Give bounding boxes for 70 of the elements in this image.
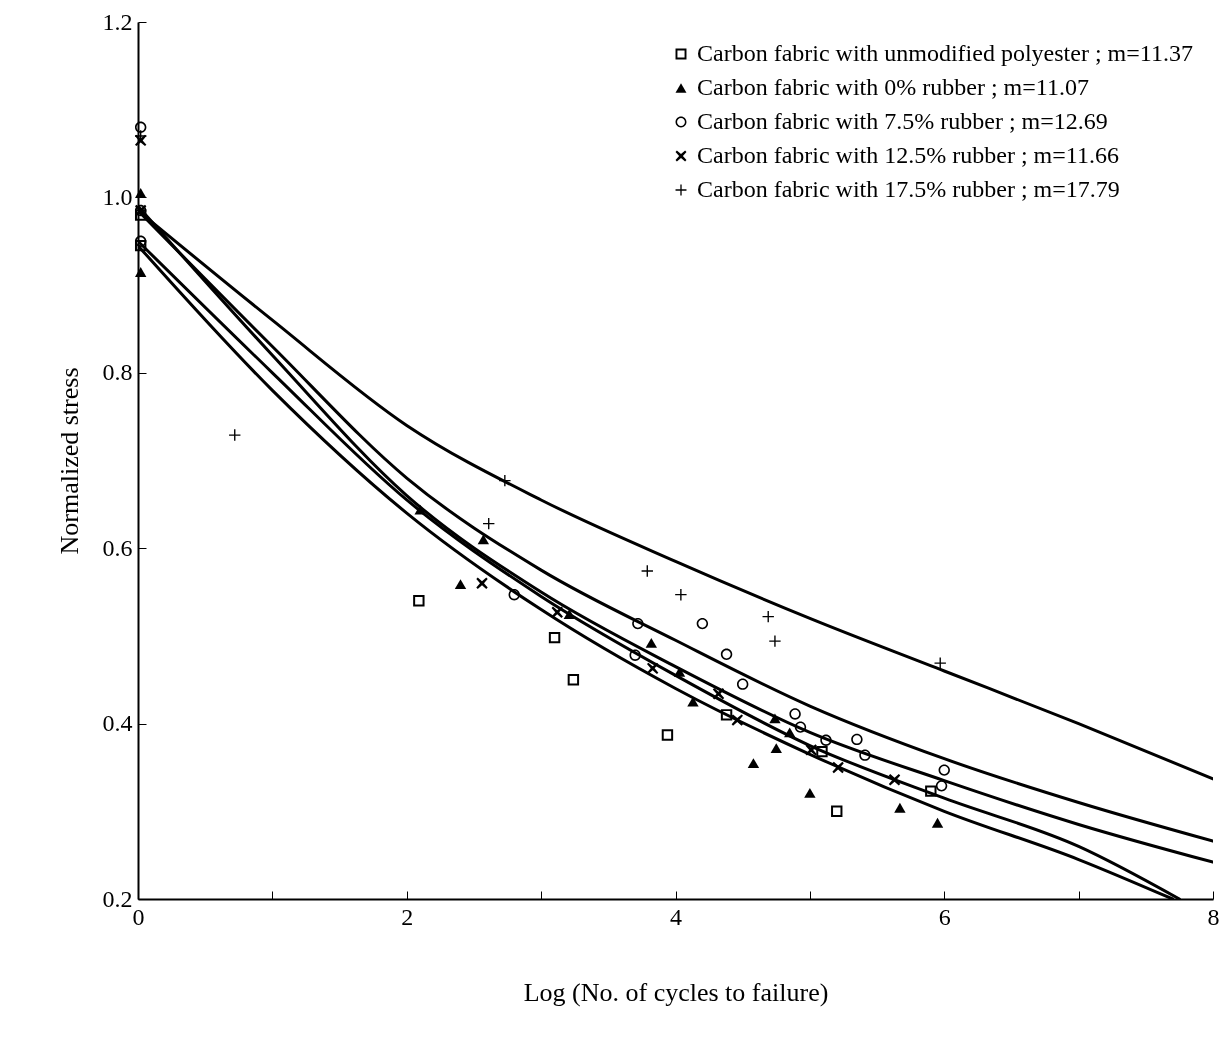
point [696, 617, 709, 630]
point [413, 595, 425, 607]
legend-label: Carbon fabric with 0% rubber ; m=11.07 [697, 74, 1089, 100]
point [499, 474, 511, 487]
point [629, 649, 641, 661]
point [859, 749, 871, 761]
point [414, 504, 426, 515]
point [925, 785, 937, 797]
point [769, 635, 781, 647]
x-axis-title: Log (No. of cycles to failure) [523, 977, 829, 1007]
point [645, 637, 658, 648]
y-tick-label: 1.0 [102, 183, 133, 210]
point [789, 708, 801, 720]
point [851, 733, 863, 746]
point [551, 606, 563, 618]
point [134, 121, 147, 133]
x-tick-label: 0 [132, 903, 145, 930]
point [661, 729, 674, 741]
point [747, 758, 760, 768]
legend-label: Carbon fabric with 7.5% rubber ; m=12.69 [697, 108, 1108, 134]
point [804, 787, 816, 798]
point [784, 727, 796, 738]
point [476, 577, 488, 589]
point [454, 579, 467, 590]
x-tick-label: 8 [1207, 903, 1220, 930]
x-tick-label: 2 [401, 903, 414, 930]
point [720, 709, 733, 721]
point [935, 780, 948, 792]
point [134, 267, 147, 277]
point [888, 774, 901, 786]
point [794, 721, 807, 733]
point [934, 657, 946, 669]
point [134, 188, 147, 198]
y-tick-label: 1.2 [102, 8, 133, 35]
point [894, 802, 906, 813]
point [477, 534, 490, 545]
point [712, 688, 725, 700]
point [736, 678, 749, 690]
point [832, 761, 844, 774]
point [820, 734, 832, 746]
y-tick-label: 0.8 [102, 359, 133, 386]
point [720, 648, 733, 661]
y-axis-title: Normalized stress [54, 367, 84, 555]
y-tick-label: 0.2 [102, 885, 133, 912]
point [641, 565, 653, 577]
y-tick-label: 0.4 [102, 710, 133, 737]
point [769, 713, 781, 724]
point [229, 429, 241, 441]
point [567, 674, 580, 686]
point [731, 714, 744, 726]
point [770, 743, 782, 754]
point [931, 817, 944, 828]
point [816, 745, 828, 758]
point [563, 609, 576, 619]
y-tick-label: 0.6 [102, 534, 133, 561]
point [675, 588, 687, 601]
point [508, 588, 520, 601]
x-tick-label: 4 [670, 903, 682, 930]
legend-label: Carbon fabric with 17.5% rubber ; m=17.79 [697, 176, 1120, 202]
point [673, 666, 686, 677]
point [831, 805, 843, 817]
point [632, 617, 644, 630]
legend-label: Carbon fabric with unmodified polyester ; m=11.37 [697, 40, 1193, 66]
point [805, 744, 817, 756]
legend-label: Carbon fabric with 12.5% rubber ; m=11.66 [697, 142, 1119, 168]
point [134, 235, 147, 247]
point [548, 631, 561, 644]
point [938, 764, 950, 776]
x-tick-label: 6 [938, 903, 951, 930]
point [646, 662, 659, 675]
